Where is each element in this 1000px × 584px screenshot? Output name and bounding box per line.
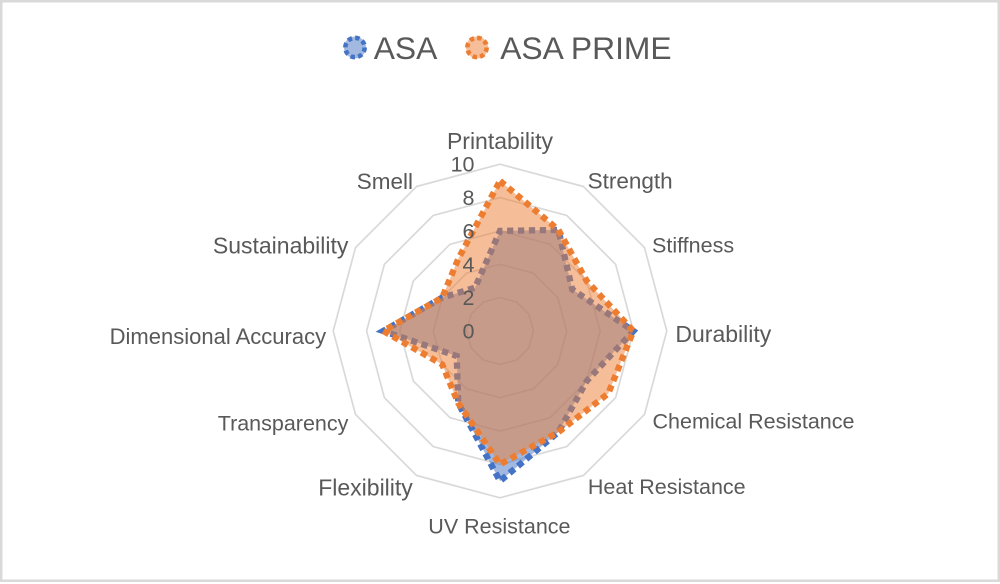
svg-text:ASA PRIME: ASA PRIME bbox=[500, 30, 671, 66]
svg-text:Heat Resistance: Heat Resistance bbox=[588, 475, 746, 499]
svg-text:UV Resistance: UV Resistance bbox=[428, 515, 570, 539]
svg-text:Strength: Strength bbox=[588, 169, 673, 194]
svg-text:6: 6 bbox=[463, 219, 475, 243]
svg-text:4: 4 bbox=[463, 253, 475, 277]
svg-text:Transparency: Transparency bbox=[218, 412, 349, 436]
svg-text:Smell: Smell bbox=[357, 169, 413, 194]
svg-text:ASA: ASA bbox=[374, 30, 438, 66]
svg-text:Dimensional Accuracy: Dimensional Accuracy bbox=[110, 324, 326, 349]
svg-text:Sustainability: Sustainability bbox=[213, 232, 349, 258]
svg-text:Stiffness: Stiffness bbox=[652, 233, 734, 257]
svg-text:Printability: Printability bbox=[447, 128, 554, 154]
svg-text:10: 10 bbox=[451, 153, 475, 177]
svg-text:8: 8 bbox=[463, 186, 475, 210]
svg-text:Flexibility: Flexibility bbox=[318, 475, 413, 501]
svg-text:0: 0 bbox=[463, 320, 475, 344]
svg-text:Durability: Durability bbox=[675, 321, 771, 347]
svg-text:Chemical Resistance: Chemical Resistance bbox=[653, 410, 855, 434]
svg-text:2: 2 bbox=[463, 286, 475, 310]
